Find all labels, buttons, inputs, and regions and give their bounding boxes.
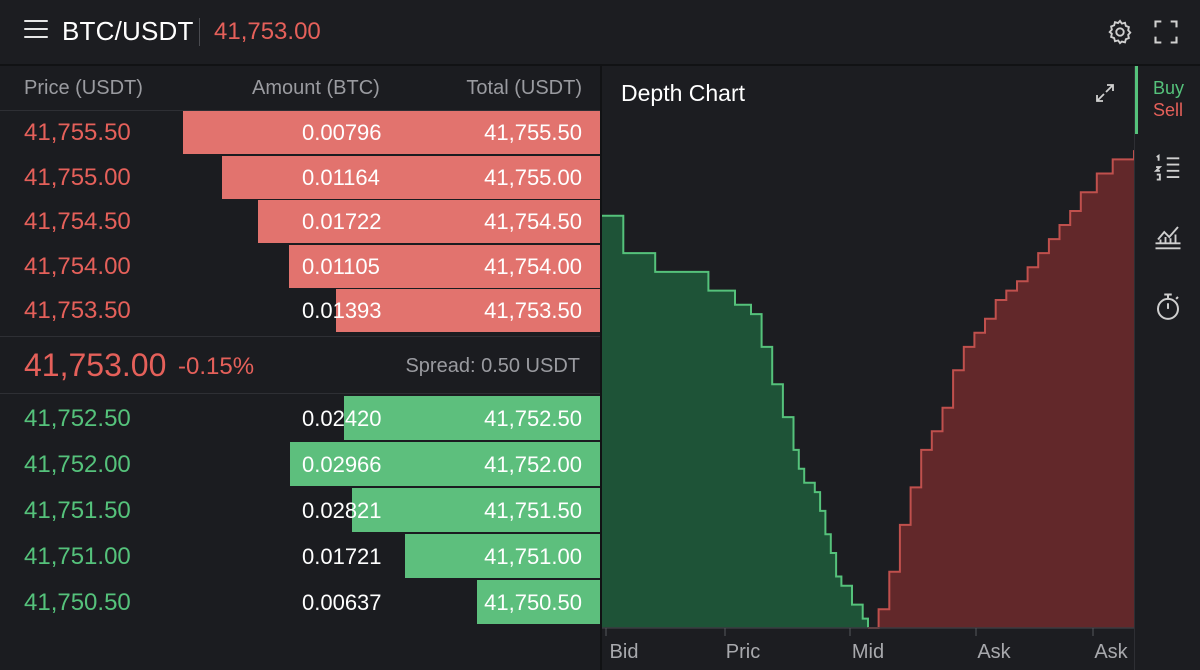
- x-tick-label: Pric: [726, 641, 760, 663]
- order-book: Price (USDT) Amount (BTC) Total (USDT) 4…: [0, 66, 600, 670]
- trading-pair[interactable]: BTC/USDT: [62, 16, 194, 46]
- last-price: 41,753.00: [214, 18, 321, 45]
- ask-amount: 0.01164: [302, 164, 380, 190]
- gear-icon[interactable]: [1106, 18, 1134, 46]
- ask-amount: 0.01393: [302, 298, 382, 323]
- sell-label: Sell: [1153, 100, 1184, 120]
- ask-row[interactable]: 41,755.50 0.00796 41,755.50: [0, 111, 600, 154]
- total-column-header: Total (USDT): [466, 77, 582, 99]
- ask-depth-bar: [222, 155, 600, 199]
- bid-total: 41,750.50: [484, 590, 582, 615]
- ask-depth-bar: [336, 289, 600, 332]
- ask-row[interactable]: 41,755.00 0.01164 41,755.00: [0, 155, 600, 199]
- ask-amount: 0.01722: [302, 209, 382, 234]
- bid-depth-bar: [352, 488, 600, 532]
- depth-chart-title: Depth Chart: [621, 80, 746, 106]
- bid-depth-bar: [289, 442, 600, 486]
- ask-price: 41,755.50: [24, 119, 131, 146]
- bid-total: 41,751.50: [484, 498, 582, 523]
- bid-price: 41,752.00: [24, 451, 131, 478]
- order-book-header: Price (USDT) Amount (BTC) Total (USDT): [0, 66, 600, 111]
- ask-total: 41,755.50: [484, 120, 582, 145]
- ask-depth-area: [868, 150, 1134, 628]
- bid-amount: 0.02420: [302, 406, 382, 431]
- bid-total: 41,752.00: [484, 452, 582, 477]
- mid-price: 41,753.00: [24, 347, 167, 383]
- depth-chart[interactable]: Bid Pric Mid Ask Ask: [602, 66, 1136, 670]
- ask-amount: 0.01105: [302, 253, 380, 279]
- depth-chart-panel: Bid Pric Mid Ask Ask Depth Chart: [600, 66, 1136, 670]
- bid-price: 41,750.50: [24, 589, 131, 616]
- ask-depth-bar: [289, 244, 600, 288]
- x-tick-label: Ask: [1094, 641, 1128, 663]
- bid-depth-bar: [405, 534, 600, 578]
- bid-total: 41,751.00: [484, 544, 582, 569]
- buy-sell-toggle[interactable]: Buy Sell: [1135, 66, 1200, 134]
- bid-total: 41,752.50: [484, 406, 582, 431]
- bid-depth-bar: [477, 580, 600, 624]
- bid-row[interactable]: 41,752.50 0.02420 41,752.50: [0, 396, 600, 440]
- bid-amount: 0.01721: [302, 544, 382, 569]
- fullscreen-icon[interactable]: [1152, 18, 1180, 46]
- ask-total: 41,753.50: [484, 298, 582, 323]
- bid-amount: 0.02966: [302, 452, 382, 477]
- menu-icon[interactable]: [24, 20, 48, 44]
- ask-price: 41,754.50: [24, 208, 131, 235]
- bid-amount: 0.00637: [302, 590, 382, 615]
- bid-amount: 0.02821: [302, 498, 382, 523]
- price-column-header: Price (USDT): [24, 77, 143, 99]
- amount-column-header: Amount (BTC): [252, 77, 380, 99]
- ask-total: 41,754.50: [484, 209, 582, 234]
- bid-depth-line: [602, 214, 869, 628]
- ask-depth-bar: [258, 200, 600, 243]
- bid-row[interactable]: 41,751.50 0.02821 41,751.50: [0, 488, 600, 532]
- ask-price: 41,755.00: [24, 163, 131, 191]
- buy-label: Buy: [1153, 78, 1185, 98]
- ask-depth-bar: [183, 111, 600, 154]
- mid-price-row: 41,753.00 -0.15% Spread: 0.50 USDT: [0, 336, 600, 394]
- x-tick-label: Ask: [977, 641, 1011, 663]
- order-list-icon[interactable]: [1153, 152, 1183, 182]
- expand-chart-icon[interactable]: [1093, 81, 1117, 105]
- bid-depth-area: [602, 215, 868, 628]
- header-divider: [199, 18, 200, 46]
- x-tick-label: Bid: [610, 641, 639, 663]
- bid-price: 41,751.50: [24, 497, 131, 524]
- bid-price: 41,751.00: [24, 543, 131, 570]
- bid-price: 41,752.50: [24, 405, 131, 432]
- ask-row[interactable]: 41,754.00 0.01105 41,754.00: [0, 244, 600, 288]
- spread-label: Spread: 0.50 USDT: [405, 355, 580, 377]
- ask-price: 41,753.50: [24, 297, 131, 324]
- top-bar: BTC/USDT 41,753.00: [0, 0, 1200, 66]
- bid-row[interactable]: 41,750.50 0.00637 41,750.50: [0, 580, 600, 624]
- price-change: -0.15%: [178, 353, 255, 380]
- ask-amount: 0.00796: [302, 120, 382, 145]
- bid-row[interactable]: 41,752.00 0.02966 41,752.00: [0, 442, 600, 486]
- x-tick-label: Mid: [852, 641, 884, 663]
- ask-row[interactable]: 41,754.50 0.01722 41,754.50: [0, 200, 600, 243]
- bid-row[interactable]: 41,751.00 0.01721 41,751.00: [0, 534, 600, 578]
- ask-row[interactable]: 41,753.50 0.01393 41,753.50: [0, 289, 600, 332]
- ask-price: 41,754.00: [24, 252, 131, 280]
- right-toolbar: Buy Sell: [1134, 66, 1200, 670]
- bid-depth-bar: [343, 396, 600, 440]
- ask-depth-line: [868, 150, 1135, 629]
- ask-total: 41,755.00: [484, 164, 582, 190]
- chart-indicator-icon[interactable]: [1153, 222, 1183, 252]
- stopwatch-icon[interactable]: [1153, 292, 1183, 322]
- ask-total: 41,754.00: [484, 253, 582, 279]
